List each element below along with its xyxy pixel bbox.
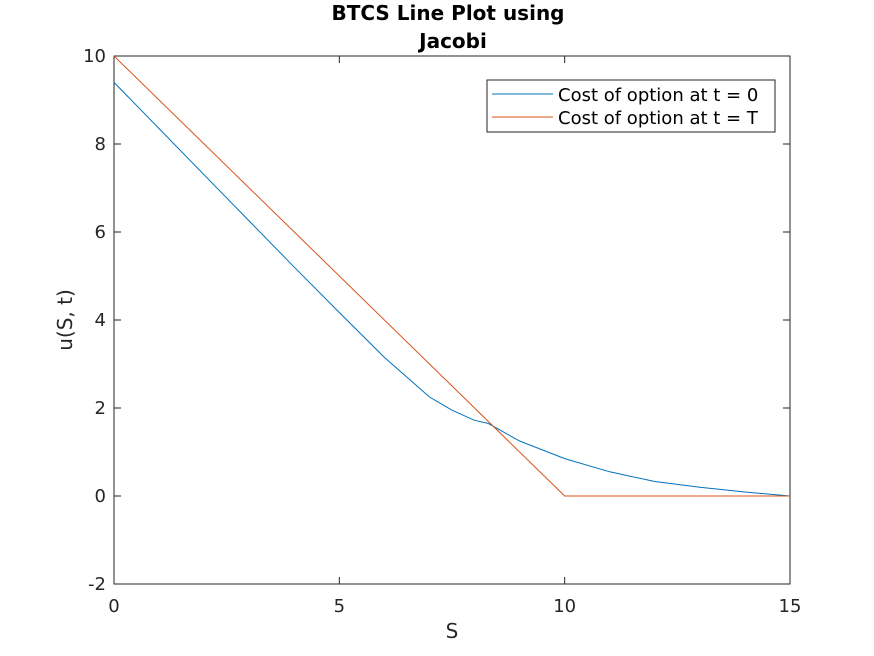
- y-tick-label: 8: [95, 134, 106, 155]
- series-layer: [113, 55, 791, 497]
- series-line-1: [113, 55, 790, 497]
- x-axis-label: S: [446, 619, 459, 643]
- y-tick-label: 2: [95, 398, 106, 419]
- y-tick-label: 0: [95, 486, 106, 507]
- legend-label-tT: Cost of option at t = T: [558, 108, 759, 129]
- chart-title-line-1: BTCS Line Plot using: [332, 1, 565, 25]
- y-tick-label: 6: [95, 222, 106, 243]
- y-tick-label: 10: [83, 46, 106, 67]
- x-tick-label: 15: [779, 596, 802, 617]
- chart-title-line-2: Jacobi: [417, 29, 487, 53]
- y-tick-label: -2: [88, 574, 106, 595]
- plot-area: [113, 55, 791, 585]
- y-axis-label: u(S, t): [53, 289, 77, 351]
- legend-box: [486, 79, 776, 133]
- x-tick-label: 10: [553, 596, 576, 617]
- x-tick-label: 0: [108, 596, 119, 617]
- legend-label-t0: Cost of option at t = 0: [558, 85, 758, 106]
- legend: Cost of option at t = 0 Cost of option a…: [486, 79, 776, 133]
- x-tick-label: 5: [334, 596, 345, 617]
- y-axis: -2 0 2 4 6 8 10: [83, 46, 790, 595]
- series-line-0: [113, 82, 791, 497]
- x-axis: 0 5 10 15: [108, 56, 801, 617]
- y-tick-label: 4: [95, 310, 106, 331]
